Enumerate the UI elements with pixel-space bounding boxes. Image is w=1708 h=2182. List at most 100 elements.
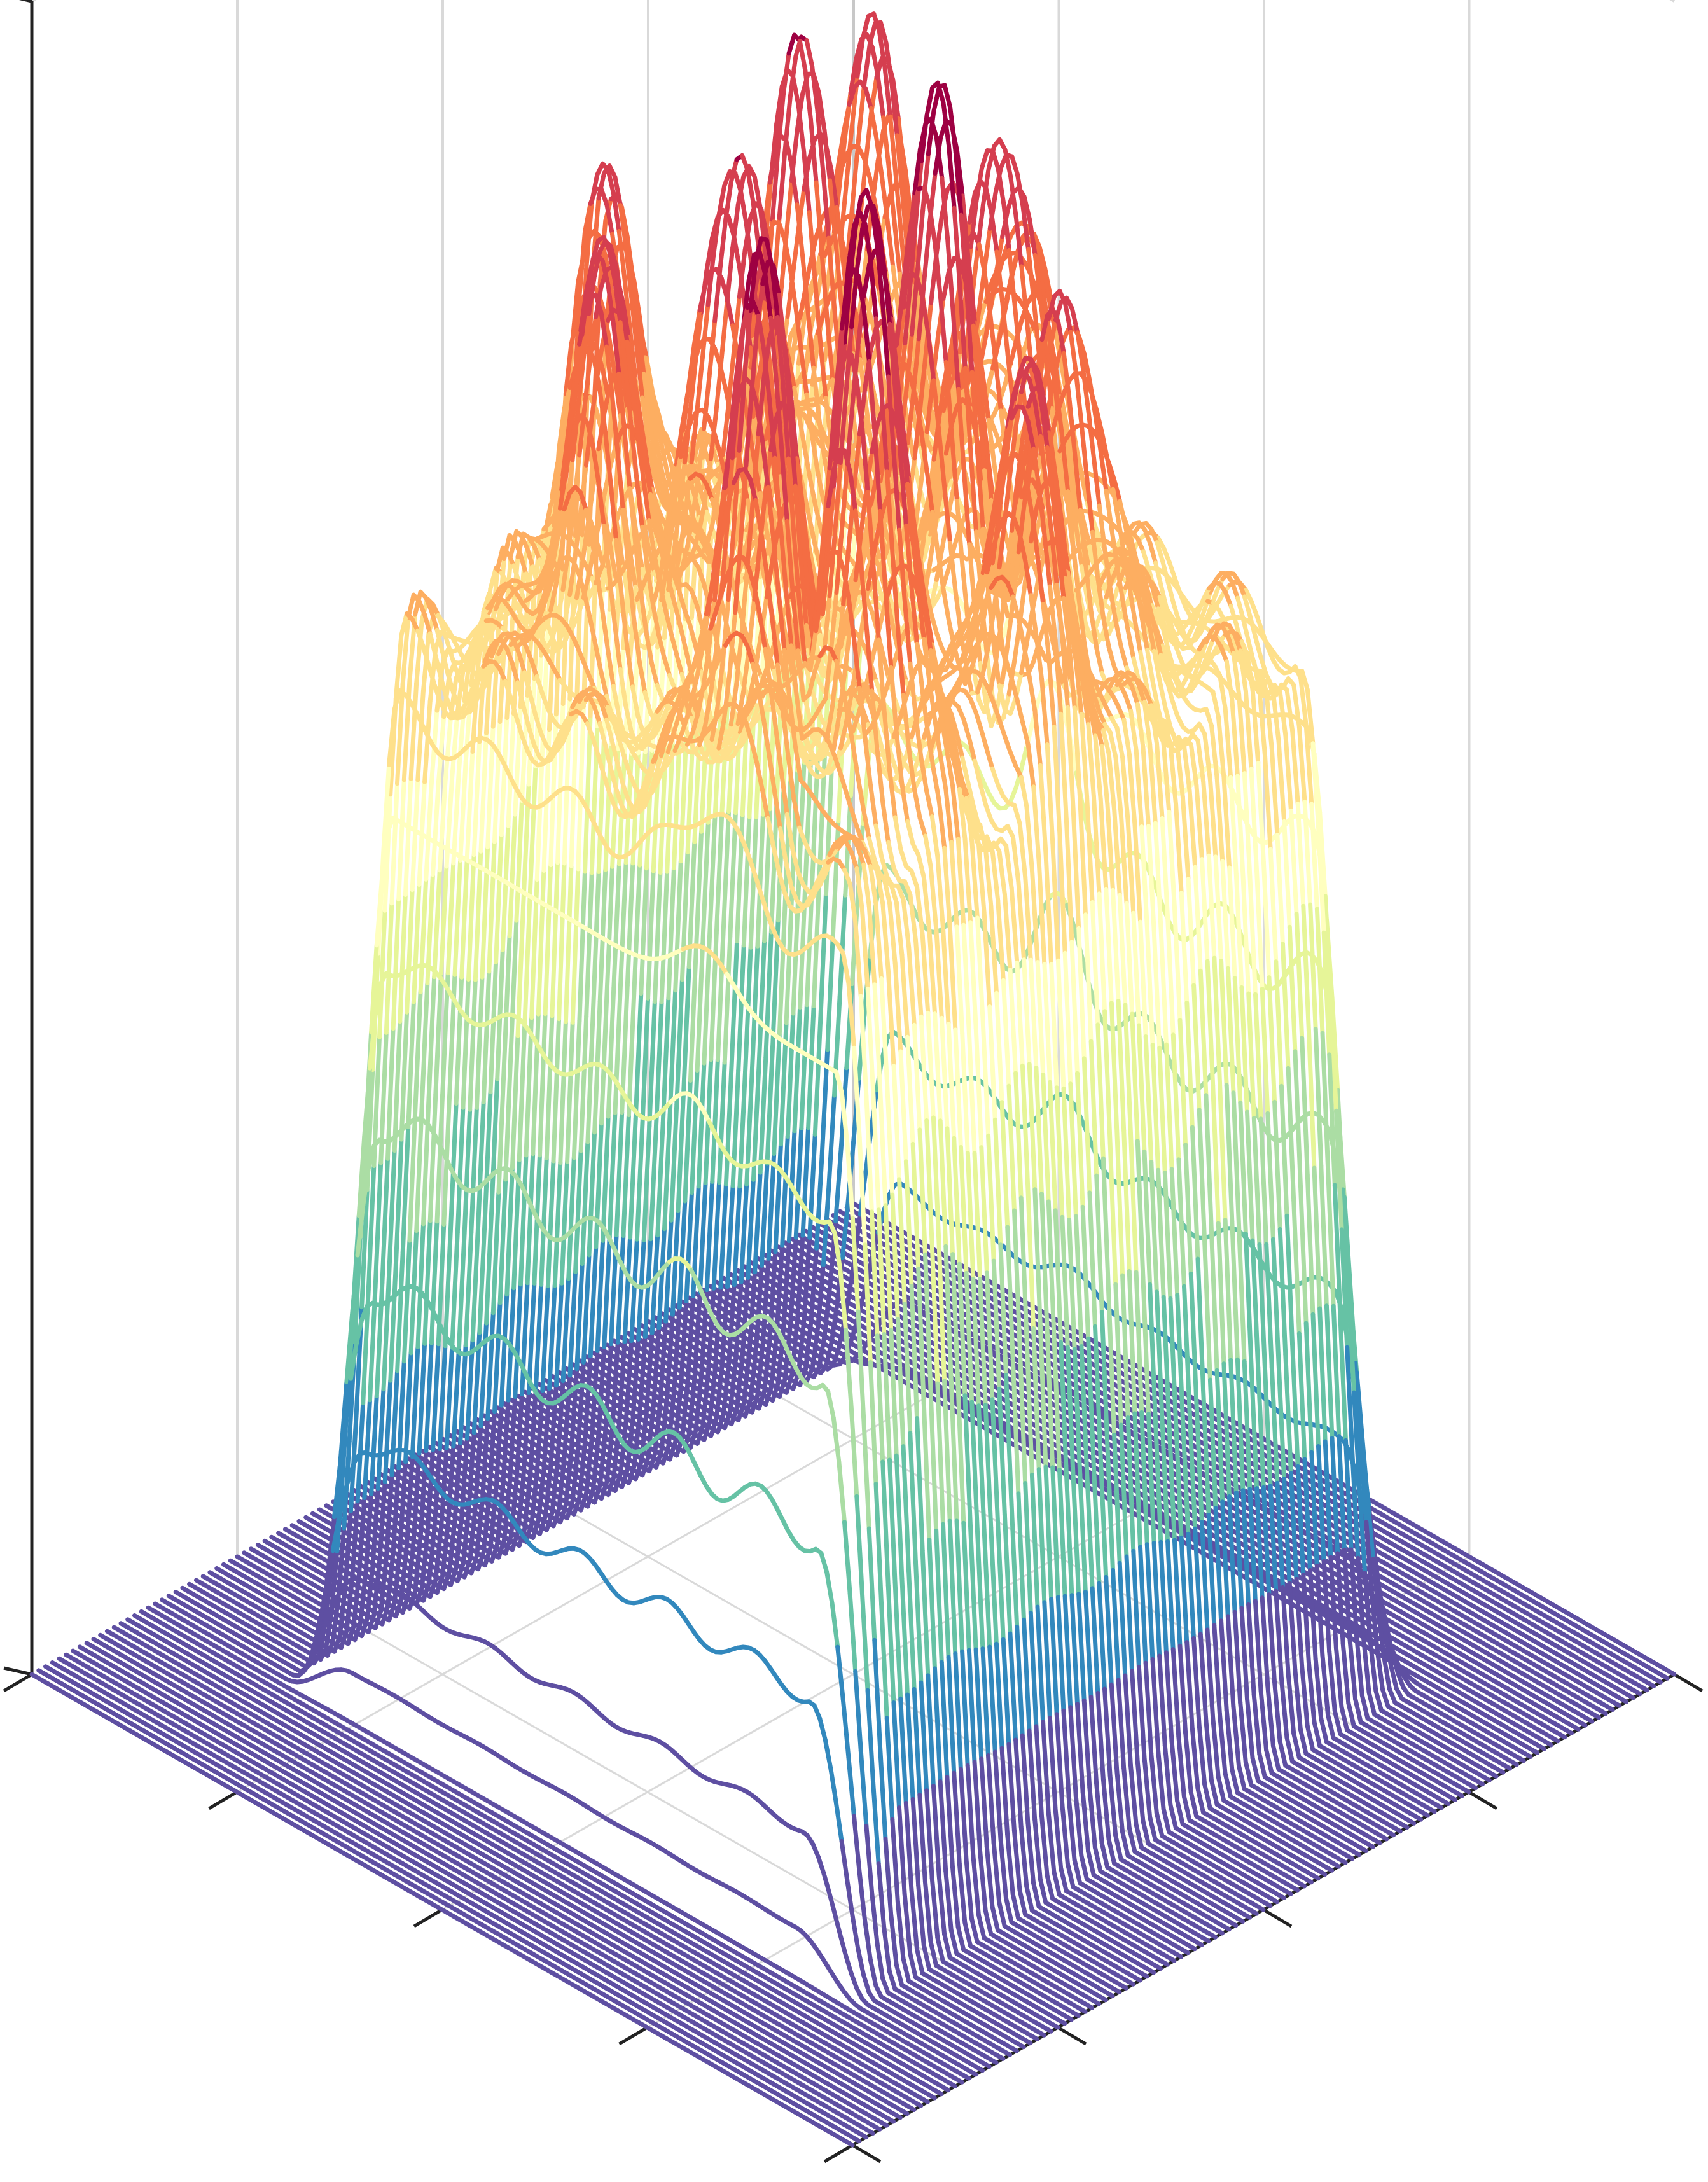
surface-line bbox=[1666, 1669, 1677, 1677]
surface-line bbox=[1019, 742, 1030, 770]
y-axis-tick bbox=[1468, 1790, 1498, 1810]
surface-line bbox=[1308, 902, 1318, 1031]
surface-line bbox=[1482, 1775, 1492, 1782]
y-axis-tick bbox=[1057, 2026, 1087, 2046]
surface-line bbox=[1327, 1649, 1337, 1713]
surface-line bbox=[856, 81, 867, 139]
surface-line bbox=[1294, 911, 1305, 1041]
surface-line bbox=[1639, 1685, 1649, 1693]
surface-line bbox=[1247, 613, 1258, 640]
surface-line bbox=[802, 1235, 812, 1322]
surface-line bbox=[1625, 1692, 1635, 1700]
surface-line bbox=[1571, 1723, 1581, 1732]
surface-line bbox=[1291, 683, 1302, 730]
floor-gridline bbox=[442, 1438, 1264, 1911]
surface-line bbox=[1557, 1732, 1567, 1740]
surface-line bbox=[826, 1093, 837, 1189]
surface-line bbox=[1495, 1767, 1506, 1775]
surface-line bbox=[807, 1132, 817, 1240]
surface-line bbox=[1660, 1672, 1670, 1681]
surface-line bbox=[1284, 688, 1295, 733]
surface-line bbox=[1316, 1444, 1326, 1564]
surface-line bbox=[1160, 558, 1170, 584]
x-axis-tick bbox=[618, 2026, 648, 2046]
surface-line bbox=[1536, 1743, 1546, 1751]
surface-line bbox=[1516, 1755, 1526, 1763]
surface-line bbox=[1167, 560, 1177, 580]
y-axis-tick bbox=[1262, 1908, 1293, 1928]
surface-line bbox=[1380, 1687, 1391, 1709]
surface-line bbox=[1461, 1786, 1471, 1795]
surface-line bbox=[1489, 1770, 1499, 1779]
surface-line bbox=[785, 1011, 796, 1139]
surface-line bbox=[1577, 1720, 1588, 1728]
surface-line bbox=[792, 1004, 803, 1134]
z-axis-tick bbox=[3, 1666, 32, 1676]
x-axis-tick bbox=[823, 2143, 854, 2164]
x-axis-tick bbox=[413, 1908, 443, 1928]
surface-line bbox=[1605, 1704, 1615, 1712]
surface-line bbox=[1300, 1036, 1310, 1178]
surface-line bbox=[1296, 725, 1307, 804]
surface-line bbox=[791, 884, 801, 1016]
surface-line bbox=[1591, 1712, 1602, 1720]
surface-line bbox=[825, 934, 835, 1052]
surface-plot bbox=[29, 11, 1677, 2148]
surface-line bbox=[1529, 1747, 1540, 1755]
surface-line bbox=[1313, 1026, 1324, 1169]
surface-line bbox=[1598, 1708, 1608, 1716]
surface-line bbox=[1454, 1790, 1464, 1798]
surface-line bbox=[1331, 1303, 1342, 1439]
surface-line bbox=[1543, 1739, 1553, 1748]
surface-line bbox=[1228, 603, 1239, 627]
surface-line bbox=[1172, 575, 1183, 596]
surface-line bbox=[1522, 1751, 1533, 1759]
surface-line bbox=[1347, 1637, 1358, 1702]
surface-line bbox=[1317, 1306, 1328, 1444]
surface-line bbox=[1153, 560, 1163, 588]
surface-line bbox=[1332, 1709, 1343, 1737]
surface-line bbox=[1475, 1779, 1485, 1787]
surface-line bbox=[798, 877, 808, 1010]
surface-line bbox=[1277, 690, 1288, 738]
y-axis-tick bbox=[1673, 1672, 1704, 1693]
surface-line bbox=[1148, 541, 1158, 566]
surface-line bbox=[863, 111, 873, 165]
surface-line bbox=[1290, 728, 1300, 807]
surface-line bbox=[818, 891, 828, 1020]
surface-line bbox=[1632, 1688, 1642, 1697]
surface-line bbox=[1339, 1705, 1350, 1733]
surface-line bbox=[1550, 1735, 1560, 1744]
surface-line bbox=[1302, 799, 1313, 907]
surface-line bbox=[1653, 1676, 1663, 1685]
surface-line bbox=[1353, 1697, 1363, 1725]
surface-line bbox=[1646, 1681, 1656, 1688]
surface-line bbox=[1319, 1164, 1329, 1309]
surface-line bbox=[1312, 1165, 1323, 1311]
surface-line bbox=[1249, 599, 1260, 618]
surface-line bbox=[1306, 1028, 1317, 1171]
surface-line bbox=[1289, 808, 1299, 916]
surface-line bbox=[1253, 635, 1263, 660]
surface-line bbox=[812, 1015, 823, 1137]
surface-line bbox=[1509, 1759, 1519, 1767]
surface-line bbox=[830, 819, 841, 938]
surface-line bbox=[780, 1134, 790, 1248]
surface-line bbox=[1502, 1763, 1513, 1771]
surface-line bbox=[1324, 1303, 1335, 1441]
surface-line bbox=[799, 1003, 809, 1130]
surface-line bbox=[806, 1004, 816, 1130]
surface-line bbox=[1611, 1700, 1622, 1708]
surface-line bbox=[1328, 1555, 1338, 1650]
surface-line bbox=[1337, 1434, 1347, 1552]
surface-line bbox=[1468, 1782, 1478, 1791]
x-axis-tick bbox=[208, 1790, 238, 1810]
surface-line bbox=[803, 754, 814, 882]
y-axis-tick bbox=[851, 2143, 882, 2164]
x-axis-tick bbox=[3, 1672, 33, 1693]
surface-line bbox=[1366, 1690, 1377, 1717]
surface-line bbox=[1321, 1559, 1332, 1654]
surface-line bbox=[1359, 1693, 1370, 1721]
surface-line bbox=[1584, 1716, 1595, 1724]
